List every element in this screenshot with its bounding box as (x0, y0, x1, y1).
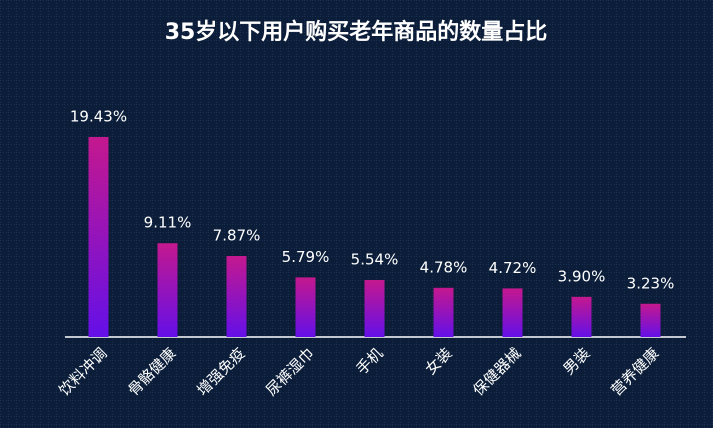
value-label: 9.11% (144, 214, 192, 232)
bar (364, 279, 385, 337)
bar (571, 296, 592, 337)
bar (157, 243, 178, 337)
bar (640, 303, 661, 337)
value-label: 4.78% (420, 258, 468, 276)
value-label: 19.43% (70, 108, 127, 126)
bar (226, 255, 247, 337)
value-label: 4.72% (489, 259, 537, 277)
bar (88, 137, 109, 337)
value-label: 3.90% (558, 267, 606, 285)
bar (433, 287, 454, 337)
chart-title: 35岁以下用户购买老年商品的数量占比 (165, 19, 548, 45)
bar (502, 288, 523, 337)
bar (295, 277, 316, 337)
value-label: 5.79% (282, 248, 330, 266)
value-label: 5.54% (351, 250, 399, 268)
value-label: 7.87% (213, 226, 261, 244)
value-label: 3.23% (627, 274, 675, 292)
